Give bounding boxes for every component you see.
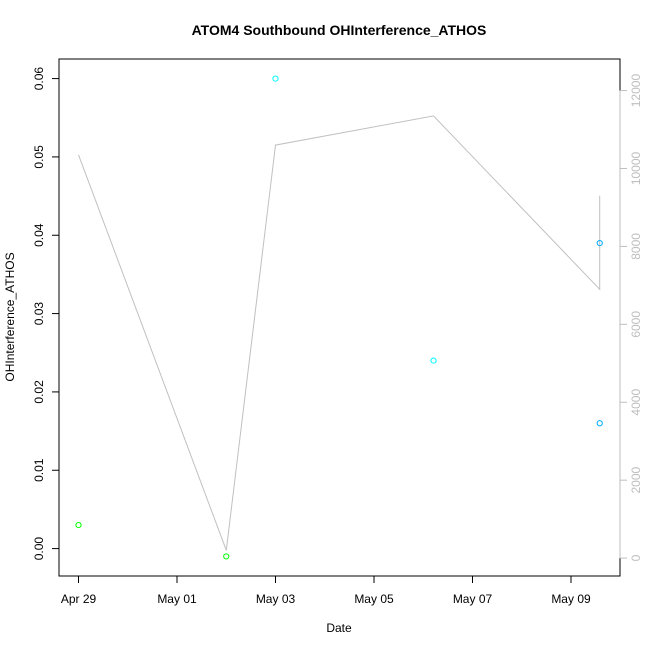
y-axis-left: 0.00 0.01 0.02 0.03 0.04 0.05 0.06 (32, 67, 60, 561)
x-axis: Apr 29 May 01 May 03 May 05 May 07 May 09 (61, 575, 591, 606)
x-axis-label: Date (326, 621, 352, 635)
x-tick-label: May 05 (354, 592, 394, 606)
y-axis-right: 0 2000 4000 6000 8000 10000 12000 (619, 74, 643, 561)
line-series (78, 115, 601, 551)
y-tick-label: 0.05 (32, 145, 46, 169)
data-point (596, 239, 603, 247)
data-point (430, 357, 437, 364)
y2-tick-label: 12000 (629, 74, 643, 108)
secondary-line (78, 115, 601, 551)
point-series (75, 75, 603, 560)
data-point (596, 420, 603, 427)
y2-tick-label: 6000 (629, 311, 643, 338)
y-axis-label: OHInterference_ATHOS (3, 252, 17, 381)
chart-title: ATOM4 Southbound OHInterference_ATHOS (192, 22, 487, 38)
data-point (272, 75, 279, 82)
y-tick-label: 0.00 (32, 537, 46, 561)
y2-tick-label: 4000 (629, 389, 643, 416)
y-tick-label: 0.02 (32, 380, 46, 404)
y2-tick-label: 2000 (629, 466, 643, 493)
y2-tick-label: 0 (629, 554, 643, 561)
x-tick-label: May 09 (551, 592, 591, 606)
y-tick-label: 0.03 (32, 302, 46, 326)
y2-tick-label: 10000 (629, 151, 643, 185)
x-tick-label: May 01 (157, 592, 197, 606)
x-tick-label: May 03 (256, 592, 296, 606)
y-tick-label: 0.04 (32, 223, 46, 247)
data-point (75, 521, 82, 529)
y-tick-label: 0.06 (32, 67, 46, 91)
y-tick-label: 0.01 (32, 458, 46, 482)
x-tick-label: May 07 (453, 592, 493, 606)
x-tick-label: Apr 29 (61, 592, 97, 606)
y2-tick-label: 8000 (629, 233, 643, 260)
data-point (223, 553, 230, 560)
